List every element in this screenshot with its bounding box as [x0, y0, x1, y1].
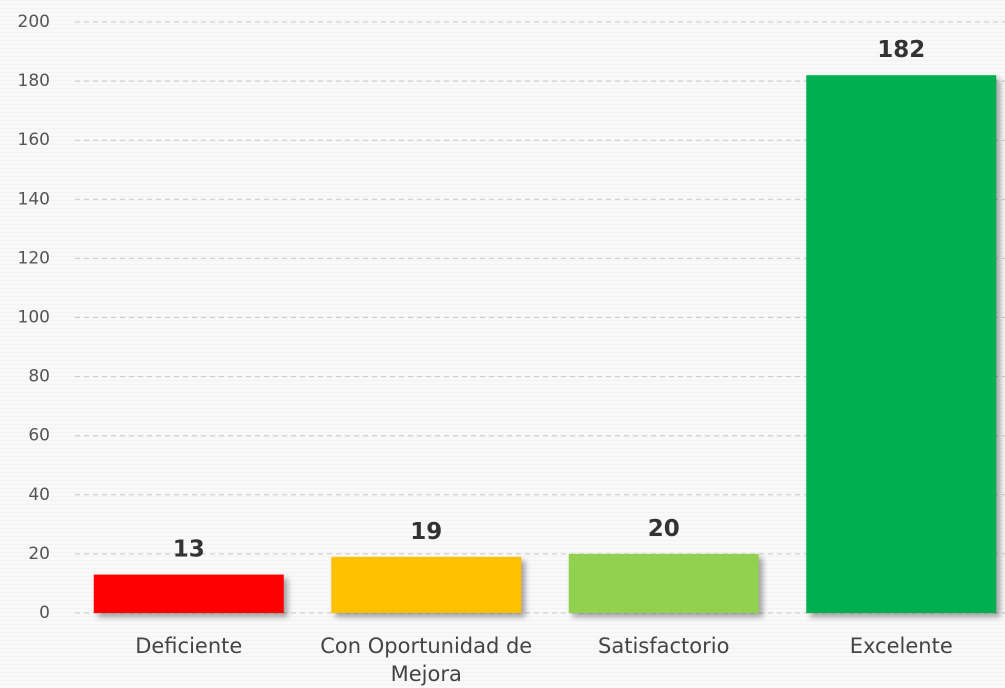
- bar: [331, 556, 522, 613]
- y-tick-label: 80: [28, 367, 50, 387]
- bar: [93, 574, 284, 613]
- value-label: 13: [173, 537, 205, 563]
- x-tick-label: Con Oportunidad de Mejora: [320, 634, 533, 686]
- y-tick-label: 120: [18, 248, 50, 268]
- y-tick-label: 140: [18, 189, 50, 209]
- y-tick-label: 200: [18, 12, 50, 32]
- y-tick-label: 0: [39, 603, 50, 623]
- value-label: 20: [648, 516, 680, 542]
- y-tick-label: 40: [28, 485, 50, 505]
- bar: [806, 75, 997, 613]
- value-label: 19: [410, 519, 442, 545]
- y-tick-label: 100: [18, 308, 50, 328]
- x-tick-label: Deficiente: [135, 634, 243, 658]
- y-tick-label: 20: [28, 544, 50, 564]
- bar: [568, 553, 759, 613]
- y-tick-label: 180: [18, 71, 50, 91]
- x-tick-label: Satisfactorio: [598, 634, 730, 658]
- value-label: 182: [877, 37, 925, 63]
- y-tick-label: 60: [28, 426, 50, 446]
- x-tick-label: Excelente: [849, 634, 953, 658]
- y-tick-label: 160: [18, 130, 50, 150]
